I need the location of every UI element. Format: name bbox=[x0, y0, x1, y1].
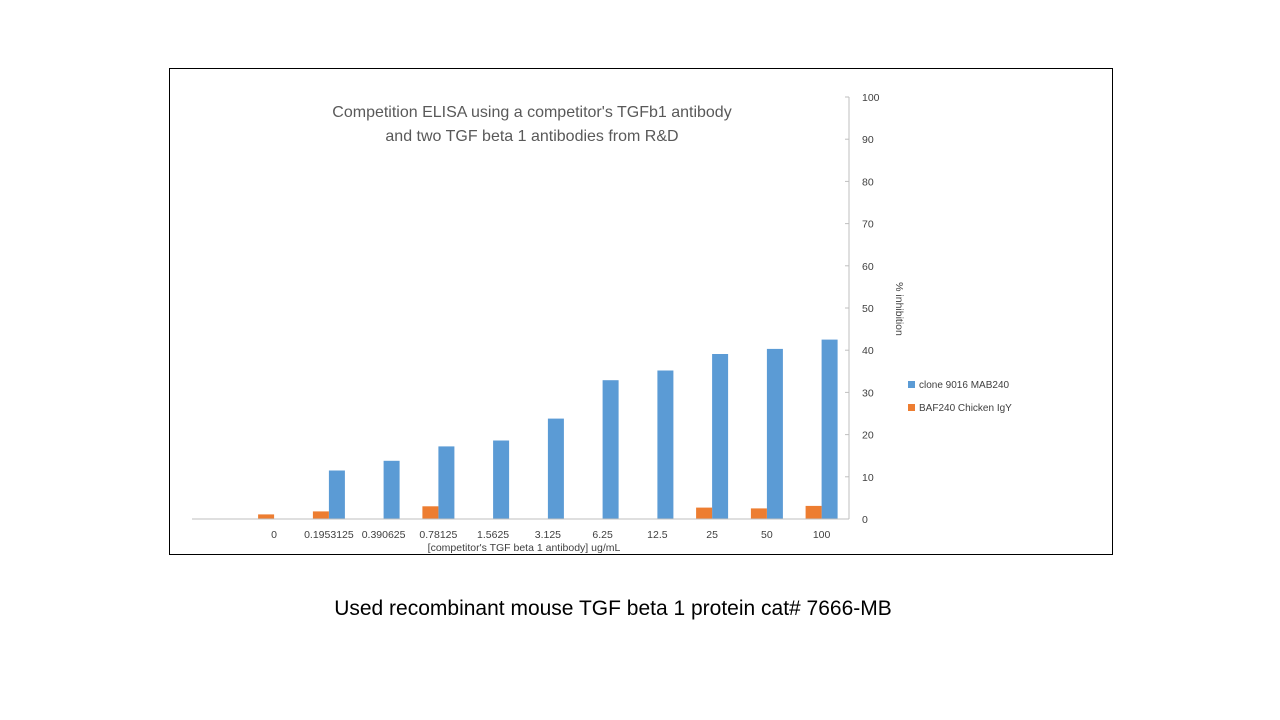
x-tick-label: 50 bbox=[761, 529, 773, 541]
bar-baf240-4 bbox=[422, 506, 439, 519]
y-ticks-group: 0 10 20 30 40 50 60 70 80 90 100 bbox=[845, 92, 880, 526]
bar-baf240-9 bbox=[696, 507, 713, 519]
x-tick-label: 12.5 bbox=[647, 529, 668, 541]
y-tick-label: 60 bbox=[862, 261, 874, 273]
y-tick-label: 50 bbox=[862, 303, 874, 315]
y-axis-title: % inhibition bbox=[893, 282, 905, 336]
x-tick-label: 0.1953125 bbox=[304, 529, 354, 541]
bar-baf240-2 bbox=[312, 511, 329, 519]
bars-group bbox=[258, 339, 838, 519]
y-tick-label: 80 bbox=[862, 176, 874, 188]
bar-clone-9016-6 bbox=[547, 418, 564, 519]
x-tick-label: 1.5625 bbox=[477, 529, 509, 541]
chart-title: Competition ELISA using a competitor's T… bbox=[332, 104, 731, 145]
bar-clone-9016-4 bbox=[438, 446, 455, 519]
legend-swatch-baf240 bbox=[908, 404, 915, 411]
x-ticks-group: 0 0.1953125 0.390625 0.78125 1.5625 3.125 6.25… bbox=[271, 529, 830, 541]
legend: clone 9016 MAB240 BAF240 Chicken IgY bbox=[908, 380, 1012, 414]
x-axis-title: [competitor's TGF beta 1 antibody] ug/mL bbox=[428, 542, 621, 554]
y-tick-label: 40 bbox=[862, 345, 874, 357]
x-tick-label: 3.125 bbox=[535, 529, 561, 541]
y-tick-label: 30 bbox=[862, 387, 874, 399]
bar-clone-9016-11 bbox=[821, 339, 838, 519]
y-tick-label: 90 bbox=[862, 134, 874, 146]
bar-clone-9016-10 bbox=[766, 348, 783, 519]
chart-title-line-1: Competition ELISA using a competitor's T… bbox=[332, 104, 731, 121]
bar-baf240-10 bbox=[750, 508, 767, 519]
legend-label-baf240: BAF240 Chicken IgY bbox=[919, 403, 1012, 414]
bar-clone-9016-5 bbox=[493, 440, 510, 519]
bar-clone-9016-2 bbox=[328, 470, 345, 519]
y-tick-label: 10 bbox=[862, 472, 874, 484]
y-tick-label: 20 bbox=[862, 430, 874, 442]
x-tick-label: 0.390625 bbox=[362, 529, 406, 541]
bar-clone-9016-8 bbox=[657, 370, 674, 519]
legend-label-clone-9016: clone 9016 MAB240 bbox=[919, 380, 1010, 391]
y-tick-label: 100 bbox=[862, 92, 880, 104]
bar-clone-9016-3 bbox=[383, 460, 400, 519]
chart-svg: Competition ELISA using a competitor's T… bbox=[192, 92, 1012, 554]
figure-caption: Used recombinant mouse TGF beta 1 protei… bbox=[334, 597, 892, 620]
bar-baf240-11 bbox=[805, 505, 822, 519]
x-tick-label: 25 bbox=[706, 529, 718, 541]
x-tick-label: 100 bbox=[813, 529, 831, 541]
chart-title-line-2: and two TGF beta 1 antibodies from R&D bbox=[385, 128, 678, 145]
x-tick-label: 6.25 bbox=[592, 529, 613, 541]
bar-clone-9016-9 bbox=[712, 354, 729, 519]
y-tick-label: 0 bbox=[862, 514, 868, 526]
x-tick-label: 0.78125 bbox=[419, 529, 457, 541]
bar-baf240-1 bbox=[258, 514, 275, 519]
y-tick-label: 70 bbox=[862, 219, 874, 231]
chart-frame: Competition ELISA using a competitor's T… bbox=[169, 68, 1113, 555]
legend-swatch-clone-9016 bbox=[908, 381, 915, 388]
x-tick-label: 0 bbox=[271, 529, 277, 541]
bar-clone-9016-7 bbox=[602, 380, 619, 519]
